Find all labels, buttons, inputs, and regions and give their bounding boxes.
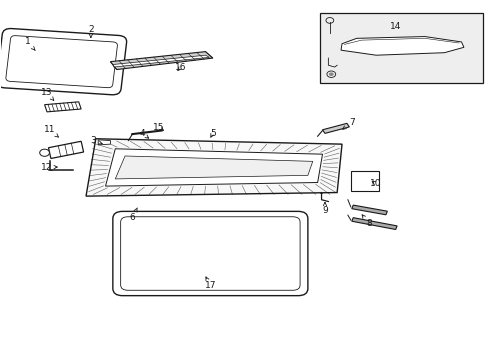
- Text: 10: 10: [369, 179, 381, 188]
- Text: 14: 14: [389, 22, 401, 31]
- Polygon shape: [98, 140, 110, 145]
- FancyBboxPatch shape: [113, 211, 307, 296]
- Text: 5: 5: [209, 129, 215, 138]
- FancyBboxPatch shape: [0, 28, 126, 95]
- Polygon shape: [351, 218, 396, 229]
- Text: 7: 7: [342, 118, 354, 129]
- Text: 9: 9: [322, 202, 327, 215]
- Polygon shape: [322, 123, 348, 134]
- Text: 6: 6: [129, 208, 137, 222]
- FancyBboxPatch shape: [6, 36, 117, 88]
- Text: 16: 16: [175, 63, 186, 72]
- Text: 15: 15: [153, 123, 164, 132]
- Text: 1: 1: [24, 37, 35, 50]
- Text: 3: 3: [90, 136, 102, 145]
- Text: 11: 11: [43, 125, 59, 137]
- Polygon shape: [86, 139, 341, 196]
- Text: 8: 8: [362, 215, 371, 228]
- Text: 4: 4: [139, 129, 148, 138]
- Text: 13: 13: [41, 88, 54, 100]
- Polygon shape: [340, 37, 463, 55]
- Bar: [320, 13, 483, 83]
- Text: 2: 2: [88, 25, 94, 37]
- Circle shape: [328, 72, 333, 76]
- Polygon shape: [105, 149, 322, 186]
- Polygon shape: [115, 156, 312, 179]
- Text: 12: 12: [41, 163, 57, 172]
- Bar: [350, 171, 378, 191]
- Polygon shape: [110, 51, 212, 69]
- Polygon shape: [113, 55, 209, 67]
- Circle shape: [40, 149, 49, 156]
- Polygon shape: [351, 205, 386, 215]
- FancyBboxPatch shape: [121, 217, 300, 290]
- Polygon shape: [44, 102, 81, 112]
- Text: 17: 17: [204, 277, 216, 290]
- Polygon shape: [48, 141, 83, 158]
